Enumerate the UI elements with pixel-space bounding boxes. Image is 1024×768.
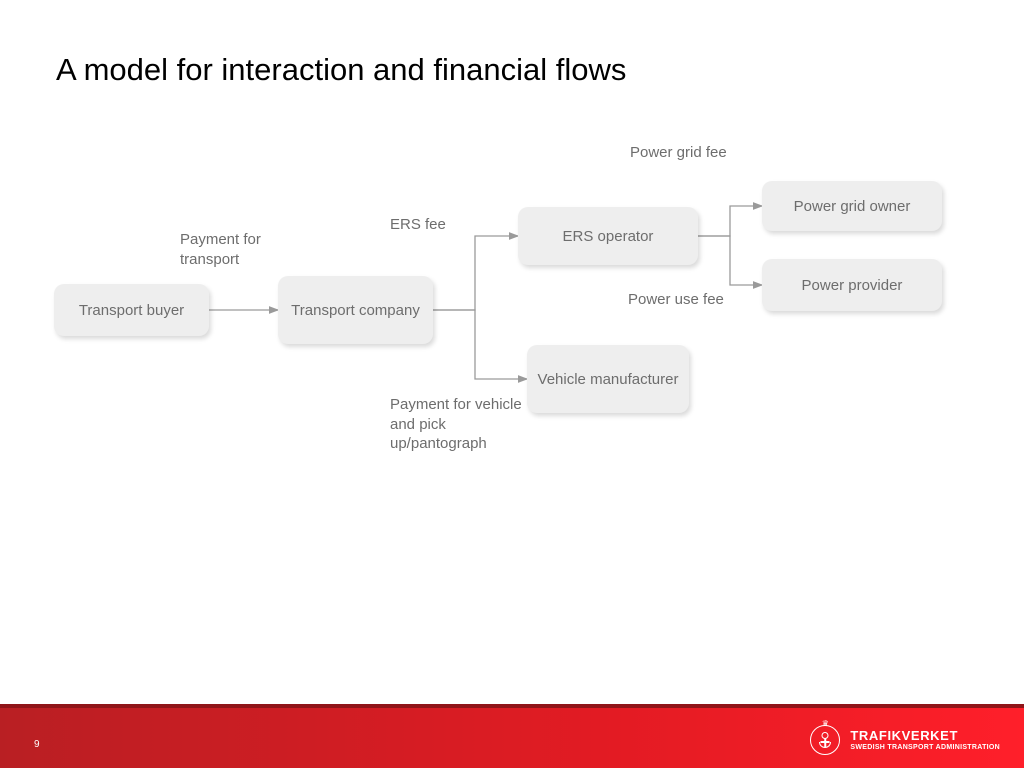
flow-diagram: Transport buyer Transport company ERS oper… [0,0,1024,600]
label-payment-vehicle: Payment for vehicle and pick up/pantogra… [390,395,540,454]
footer-top-stripe [0,704,1024,708]
page-number: 9 [34,739,40,750]
arrow-transport-company-to-ers-operator [433,236,518,310]
footer-bar: 9 ♛ TRAFIKVERKET SWEDISH TRANSPORT ADMIN… [0,704,1024,768]
arrow-ers-operator-to-power-provider [698,236,762,285]
label-payment-transport: Payment for transport [180,230,300,269]
arrow-ers-operator-to-power-grid-owner [698,206,762,236]
node-power-grid-owner: Power grid owner [762,181,942,231]
node-ers-operator: ERS operator [518,207,698,265]
brand-lockup: ♛ TRAFIKVERKET SWEDISH TRANSPORT ADMINIS… [810,725,1000,755]
node-transport-buyer: Transport buyer [54,284,209,336]
brand-text: TRAFIKVERKET SWEDISH TRANSPORT ADMINISTR… [850,729,1000,750]
label-ers-fee: ERS fee [390,215,490,235]
label-power-grid-fee: Power grid fee [630,143,740,163]
brand-subtitle: SWEDISH TRANSPORT ADMINISTRATION [850,744,1000,751]
node-vehicle-manufacturer: Vehicle manufacturer [527,345,689,413]
label-power-use-fee: Power use fee [628,290,738,310]
node-power-provider: Power provider [762,259,942,311]
node-transport-company: Transport company [278,276,433,344]
logo-icon: ♛ [810,725,840,755]
arrow-transport-company-to-vehicle-manufacturer [433,310,527,379]
brand-name: TRAFIKVERKET [850,729,1000,743]
slide: A model for interaction and financial fl… [0,0,1024,768]
